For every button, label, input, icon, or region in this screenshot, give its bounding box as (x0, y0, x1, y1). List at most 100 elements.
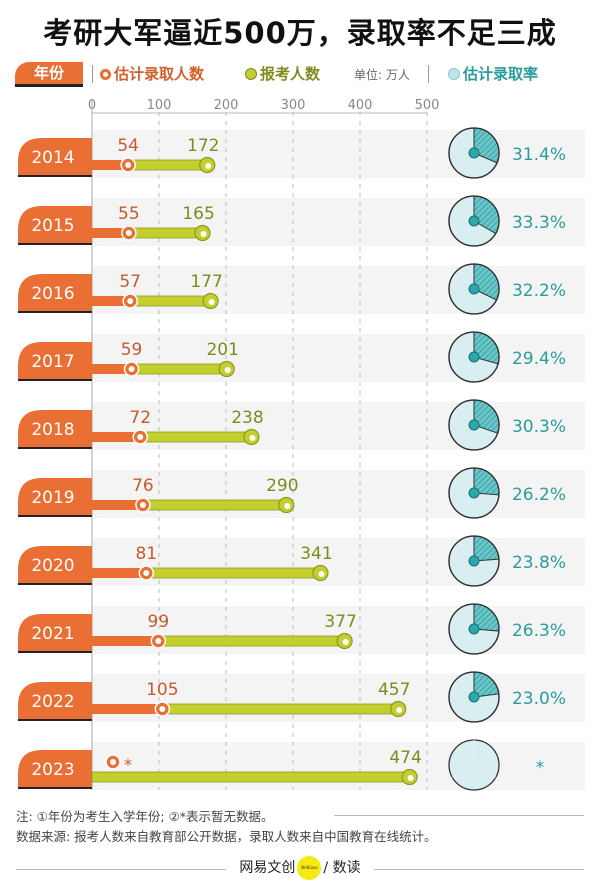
year-row: 2017 59 201 29.4% (18, 331, 566, 383)
year-label: 2023 (31, 760, 74, 780)
legend-year-tag: 年份 (15, 62, 83, 87)
rate-pie-outline (448, 195, 500, 247)
legend-divider (92, 65, 93, 83)
footer-rule-left (16, 869, 226, 870)
applicants-marker-core (249, 435, 256, 441)
admitted-marker-core (159, 706, 166, 712)
rate-value-label: 29.4% (512, 349, 566, 369)
year-row: 2016 57 177 32.2% (18, 263, 566, 315)
data-source: 数据来源: 报考人数来自教育部公开数据，录取人数来自中国教育在线统计。 (16, 829, 437, 844)
applicants-bar (129, 295, 211, 307)
admitted-marker-core (127, 298, 134, 304)
rate-pie-outline (448, 331, 500, 383)
admitted-bar (92, 636, 159, 646)
footnote: 注: ①年份为考生入学年份; ②*表示暂无数据。 (16, 809, 274, 824)
admitted-marker-core (139, 502, 146, 508)
year-row: 2014 54 172 31.4% (18, 127, 566, 179)
admitted-marker-core (143, 570, 150, 576)
rate-pie-center (468, 555, 480, 567)
rate-value-label: 31.4% (512, 145, 566, 165)
brand-logo: NetEase (297, 856, 322, 880)
applicants-bar (131, 363, 228, 375)
brand-section: / 数读 (323, 860, 361, 876)
admitted-marker-core (137, 434, 144, 440)
rate-pie-divider (452, 764, 475, 778)
year-label: 2016 (31, 284, 74, 304)
rate-pie-divider (473, 764, 496, 778)
legend-applicants-label: 报考人数 (260, 65, 321, 83)
admitted-marker-core (125, 162, 132, 168)
rate-value-label: 32.2% (512, 281, 566, 301)
applicants-value-label: 238 (231, 408, 263, 428)
applicants-bar (145, 567, 321, 579)
chart-title: 考研大军逼近500万，录取率不足三成 (43, 16, 557, 50)
year-label: 2014 (31, 148, 74, 168)
year-tag-shape (18, 546, 92, 583)
rate-value-label: 33.3% (512, 213, 566, 233)
applicants-value-label: 201 (206, 340, 238, 360)
rate-value-label: 23.8% (512, 553, 566, 573)
applicants-marker-core (208, 299, 215, 305)
admitted-value-label: 81 (135, 544, 157, 564)
year-row: 2020 81 341 23.8% (18, 535, 566, 587)
legend-applicants: 报考人数 (245, 63, 320, 85)
rate-pie-center (468, 351, 480, 363)
tick-label: 100 (147, 98, 172, 113)
year-label: 2019 (31, 488, 74, 508)
legend-rate: 估计录取率 (448, 63, 538, 85)
admitted-value-label: 57 (119, 272, 141, 292)
year-tag-shape (18, 478, 92, 515)
rate-pie-outline (448, 535, 500, 587)
applicants-bar (161, 703, 399, 715)
rate-pie-outline (448, 127, 500, 179)
applicants-value-label: 377 (324, 612, 356, 632)
year-tag-shape (18, 274, 92, 311)
applicants-marker-core (342, 639, 349, 645)
admitted-bar (92, 228, 129, 238)
admitted-value-label: 54 (117, 136, 139, 156)
year-tag-shape (18, 682, 92, 719)
applicants-bar (142, 499, 287, 511)
admitted-value-label: 72 (129, 408, 151, 428)
admitted-marker-core (110, 759, 116, 765)
year-row: 2023 * 474 * (18, 739, 544, 791)
legend-admitted: 估计录取人数 (100, 63, 204, 85)
applicants-value-label: 165 (182, 204, 214, 224)
rate-value-label: 30.3% (512, 417, 566, 437)
applicants-value-label: 290 (266, 476, 298, 496)
applicants-marker-core (200, 231, 207, 237)
rate-pie-outline (448, 399, 500, 451)
unit-label: 单位: 万人 (354, 68, 410, 82)
year-tag-shape (18, 206, 92, 243)
year-tag-shape (18, 750, 92, 787)
applicants-bar (127, 159, 208, 171)
year-row: 2019 76 290 26.2% (18, 467, 566, 519)
year-row: 2022 105 457 23.0% (18, 671, 566, 723)
year-row: 2021 99 377 26.3% (18, 603, 566, 655)
applicants-value-label: 341 (300, 544, 332, 564)
admitted-marker-core (125, 230, 132, 236)
brand-name: 网易文创 (239, 860, 296, 876)
year-tag-shape (18, 342, 92, 379)
applicants-value-label: 457 (378, 680, 410, 700)
legend-rate-label: 估计录取率 (463, 65, 539, 83)
applicants-bar (91, 771, 410, 783)
rate-marker-icon (448, 68, 460, 80)
legend-admitted-label: 估计录取人数 (114, 65, 205, 83)
admitted-bar (92, 364, 132, 374)
rate-pie-center (468, 623, 480, 635)
year-tag-shape (18, 614, 92, 651)
applicants-marker-core (224, 367, 231, 373)
year-label: 2015 (31, 216, 74, 236)
rate-pie-outline (448, 603, 500, 655)
admitted-value-label: 59 (121, 340, 143, 360)
year-label: 2017 (31, 352, 74, 372)
applicants-marker-core (284, 503, 291, 509)
rate-pie-outline (448, 671, 500, 723)
applicants-marker-core (396, 707, 403, 713)
applicants-marker-core (318, 571, 325, 577)
tick-label: 300 (281, 98, 306, 113)
year-row: 2015 55 165 33.3% (18, 195, 566, 247)
applicants-bar (157, 635, 345, 647)
